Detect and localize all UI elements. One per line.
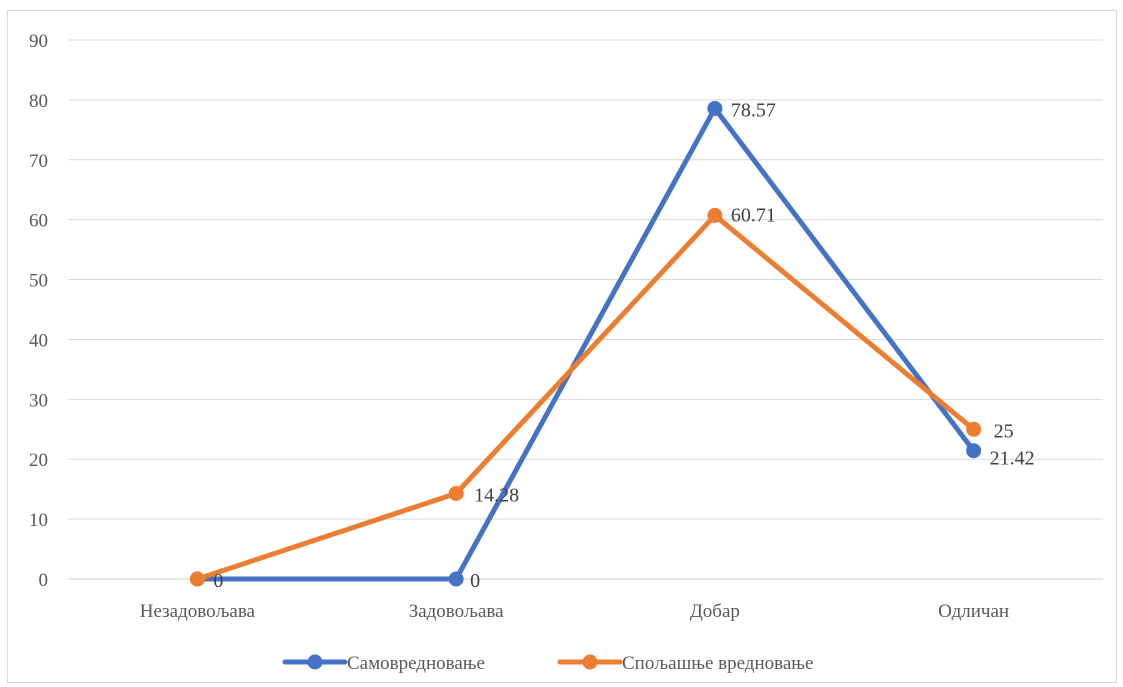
x-axis-ticks: Незадовољава Задовољава Добар Одличан (140, 601, 1009, 622)
y-tick-label: 80 (29, 91, 48, 112)
data-point (966, 421, 982, 437)
data-point (189, 571, 205, 587)
gridlines (68, 39, 1103, 580)
data-labels: 0 78.57 21.42 0 14.28 60.71 25 (213, 99, 1034, 592)
data-label: 60.71 (731, 204, 776, 226)
x-tick-label: Одличан (938, 601, 1009, 622)
data-label: 0 (213, 570, 223, 592)
legend-swatch-marker (307, 654, 323, 670)
y-axis-ticks: 0 10 20 30 40 50 60 70 80 90 (29, 31, 48, 591)
data-label: 21.42 (990, 448, 1035, 470)
data-label: 25 (994, 420, 1014, 442)
y-tick-label: 10 (29, 510, 48, 531)
legend-label: Спољашње вредновање (622, 653, 813, 674)
y-tick-label: 40 (29, 330, 48, 351)
legend-label: Самовредновање (347, 653, 485, 674)
x-tick-label: Задовољава (409, 601, 504, 622)
y-tick-label: 20 (29, 450, 48, 471)
series-line-1 (194, 105, 977, 582)
y-tick-label: 70 (29, 151, 48, 172)
x-tick-label: Добар (690, 601, 740, 622)
series-line-2 (194, 212, 977, 582)
data-point (707, 207, 723, 223)
series (189, 100, 982, 587)
y-tick-label: 0 (39, 570, 49, 591)
data-label: 0 (470, 570, 480, 592)
x-tick-label: Незадовољава (140, 601, 256, 622)
chart-frame (7, 10, 1117, 683)
data-point (966, 443, 982, 459)
y-tick-label: 90 (29, 31, 48, 52)
y-tick-label: 60 (29, 211, 48, 232)
data-point (707, 100, 723, 116)
legend-swatch-marker (582, 654, 598, 670)
data-point (448, 485, 464, 501)
legend: Самовредновање Спољашње вредновање (282, 653, 813, 674)
y-tick-label: 30 (29, 390, 48, 411)
data-label: 78.57 (731, 99, 776, 121)
data-label: 14.28 (474, 484, 519, 506)
y-tick-label: 50 (29, 271, 48, 292)
data-point (448, 571, 464, 587)
